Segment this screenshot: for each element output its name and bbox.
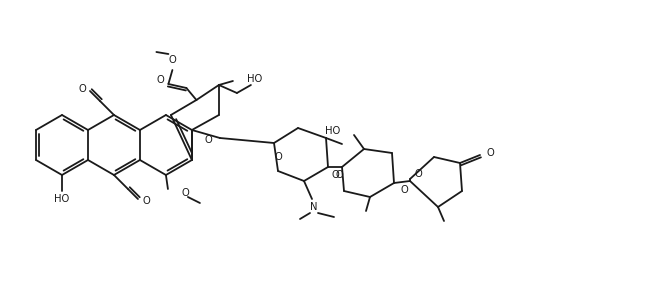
Text: HO: HO: [325, 126, 340, 136]
Text: O: O: [156, 75, 164, 85]
Text: HO: HO: [54, 194, 70, 204]
Text: HO: HO: [247, 74, 262, 84]
Text: O: O: [400, 185, 408, 195]
Text: O: O: [335, 170, 343, 180]
Text: O: O: [274, 152, 282, 162]
Text: O: O: [486, 148, 494, 158]
Text: N: N: [310, 202, 318, 212]
Text: O: O: [204, 135, 212, 145]
Text: O: O: [168, 55, 176, 65]
Text: O: O: [331, 170, 339, 180]
Text: O: O: [414, 169, 422, 179]
Text: O: O: [78, 84, 86, 94]
Text: O: O: [182, 188, 190, 198]
Text: O: O: [142, 196, 150, 206]
